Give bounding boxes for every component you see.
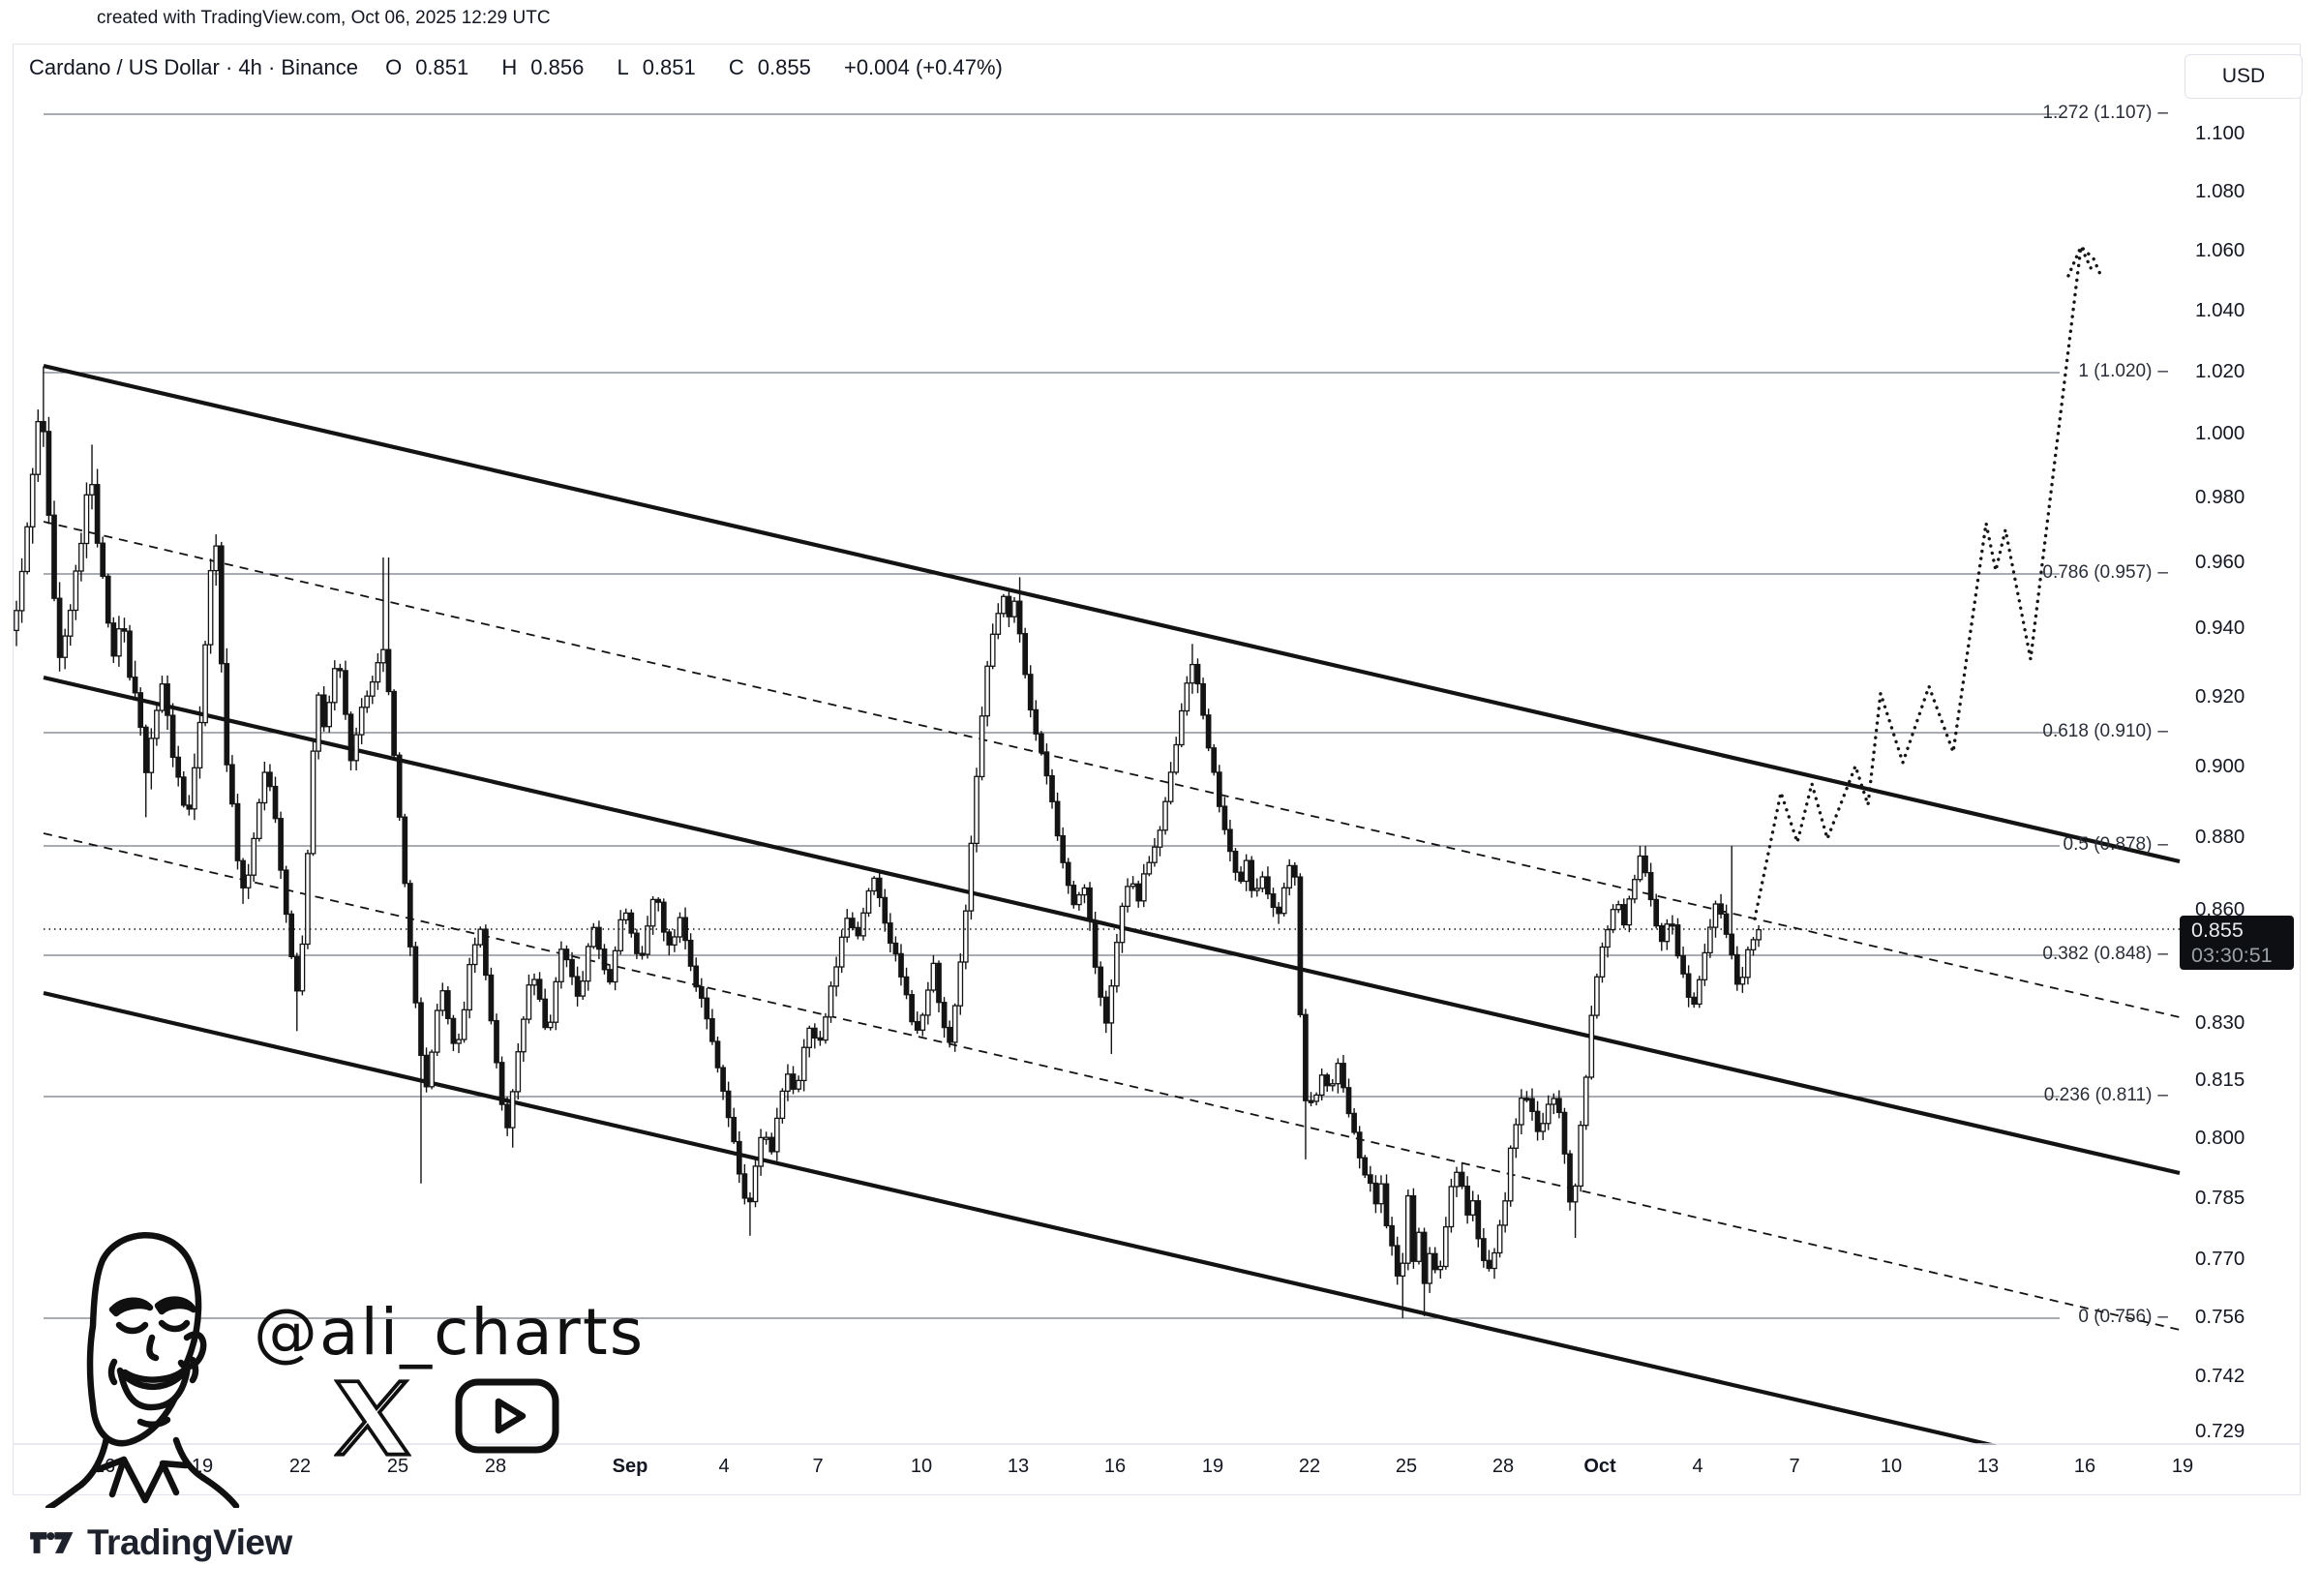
y-tick: 0.960 bbox=[2195, 551, 2245, 573]
symbol-header: Cardano / US Dollar · 4h · Binance O 0.85… bbox=[29, 55, 1016, 80]
y-tick: 1.000 bbox=[2195, 422, 2245, 444]
y-tick: 0.756 bbox=[2195, 1306, 2245, 1328]
fib-label: 1 (1.020) – bbox=[2078, 361, 2168, 381]
face-sketch-watermark bbox=[45, 1232, 240, 1508]
fib-label: 0.5 (0.878) – bbox=[2063, 834, 2168, 855]
x-tick: 28 bbox=[1491, 1456, 1515, 1477]
y-tick: 0.940 bbox=[2195, 617, 2245, 639]
x-tick: 13 bbox=[1976, 1456, 2000, 1477]
y-tick: 0.742 bbox=[2195, 1365, 2245, 1387]
fib-label: 1.272 (1.107) – bbox=[2042, 103, 2168, 123]
x-tick: 25 bbox=[386, 1456, 409, 1477]
y-tick: 0.900 bbox=[2195, 755, 2245, 777]
x-tick: 16 bbox=[1103, 1456, 1127, 1477]
y-tick: 0.729 bbox=[2195, 1420, 2245, 1442]
y-tick: 0.860 bbox=[2195, 898, 2245, 920]
bar-countdown: 03:30:51 bbox=[2191, 944, 2273, 967]
y-tick: 0.920 bbox=[2195, 685, 2245, 708]
ohlc-high: H 0.856 bbox=[501, 55, 585, 79]
y-tick: 1.100 bbox=[2195, 122, 2245, 144]
x-tick: 19 bbox=[1201, 1456, 1224, 1477]
x-tick: Sep bbox=[612, 1456, 648, 1477]
last-price-value: 0.855 bbox=[2191, 918, 2244, 942]
tradingview-logo[interactable]: TradingView bbox=[29, 1521, 292, 1564]
x-tick: 4 bbox=[718, 1456, 730, 1477]
currency-usd-button[interactable]: USD bbox=[2184, 54, 2303, 99]
y-tick: 1.040 bbox=[2195, 299, 2245, 321]
x-tick: 28 bbox=[484, 1456, 507, 1477]
y-tick: 0.830 bbox=[2195, 1011, 2245, 1034]
y-tick: 0.815 bbox=[2195, 1069, 2245, 1091]
fib-label: 0 (0.756) – bbox=[2078, 1307, 2168, 1327]
y-tick: 0.880 bbox=[2195, 826, 2245, 848]
y-tick: 1.080 bbox=[2195, 180, 2245, 202]
ohlc-change: +0.004 (+0.47%) bbox=[843, 55, 1003, 79]
chart-panel bbox=[13, 44, 2301, 1495]
x-tick: 13 bbox=[1007, 1456, 1030, 1477]
youtube-logo-icon bbox=[455, 1378, 559, 1454]
symbol-title[interactable]: Cardano / US Dollar · 4h · Binance bbox=[29, 55, 358, 79]
x-tick: 16 bbox=[2073, 1456, 2096, 1477]
ohlc-low: L 0.851 bbox=[617, 55, 696, 79]
x-tick: 10 bbox=[1880, 1456, 1903, 1477]
x-tick: Oct bbox=[1583, 1456, 1616, 1477]
y-tick: 0.800 bbox=[2195, 1127, 2245, 1149]
creation-caption: created with TradingView.com, Oct 06, 20… bbox=[97, 8, 551, 28]
watermark-handle: @ali_charts bbox=[254, 1295, 646, 1370]
x-tick: 10 bbox=[910, 1456, 933, 1477]
ohlc-open: O 0.851 bbox=[385, 55, 469, 79]
last-price-badge[interactable]: 0.855 03:30:51 bbox=[2180, 916, 2294, 970]
fib-label: 0.382 (0.848) – bbox=[2042, 944, 2168, 964]
x-tick: 22 bbox=[1298, 1456, 1321, 1477]
x-tick: 7 bbox=[812, 1456, 824, 1477]
x-logo-icon bbox=[334, 1379, 411, 1457]
x-tick: 22 bbox=[288, 1456, 312, 1477]
y-tick: 1.020 bbox=[2195, 360, 2245, 382]
x-tick: 7 bbox=[1789, 1456, 1800, 1477]
y-tick: 0.785 bbox=[2195, 1187, 2245, 1209]
x-tick: 25 bbox=[1395, 1456, 1418, 1477]
y-tick: 0.770 bbox=[2195, 1248, 2245, 1270]
tradingview-mark-icon bbox=[30, 1532, 74, 1553]
tradingview-logo-text: TradingView bbox=[87, 1522, 292, 1562]
ohlc-close: C 0.855 bbox=[728, 55, 811, 79]
fib-label: 0.236 (0.811) – bbox=[2043, 1085, 2168, 1105]
x-tick: 19 bbox=[2171, 1456, 2194, 1477]
x-tick: 4 bbox=[1692, 1456, 1703, 1477]
fib-label: 0.786 (0.957) – bbox=[2042, 562, 2168, 583]
fib-label: 0.618 (0.910) – bbox=[2042, 721, 2168, 741]
y-tick: 0.980 bbox=[2195, 486, 2245, 508]
y-tick: 1.060 bbox=[2195, 239, 2245, 261]
